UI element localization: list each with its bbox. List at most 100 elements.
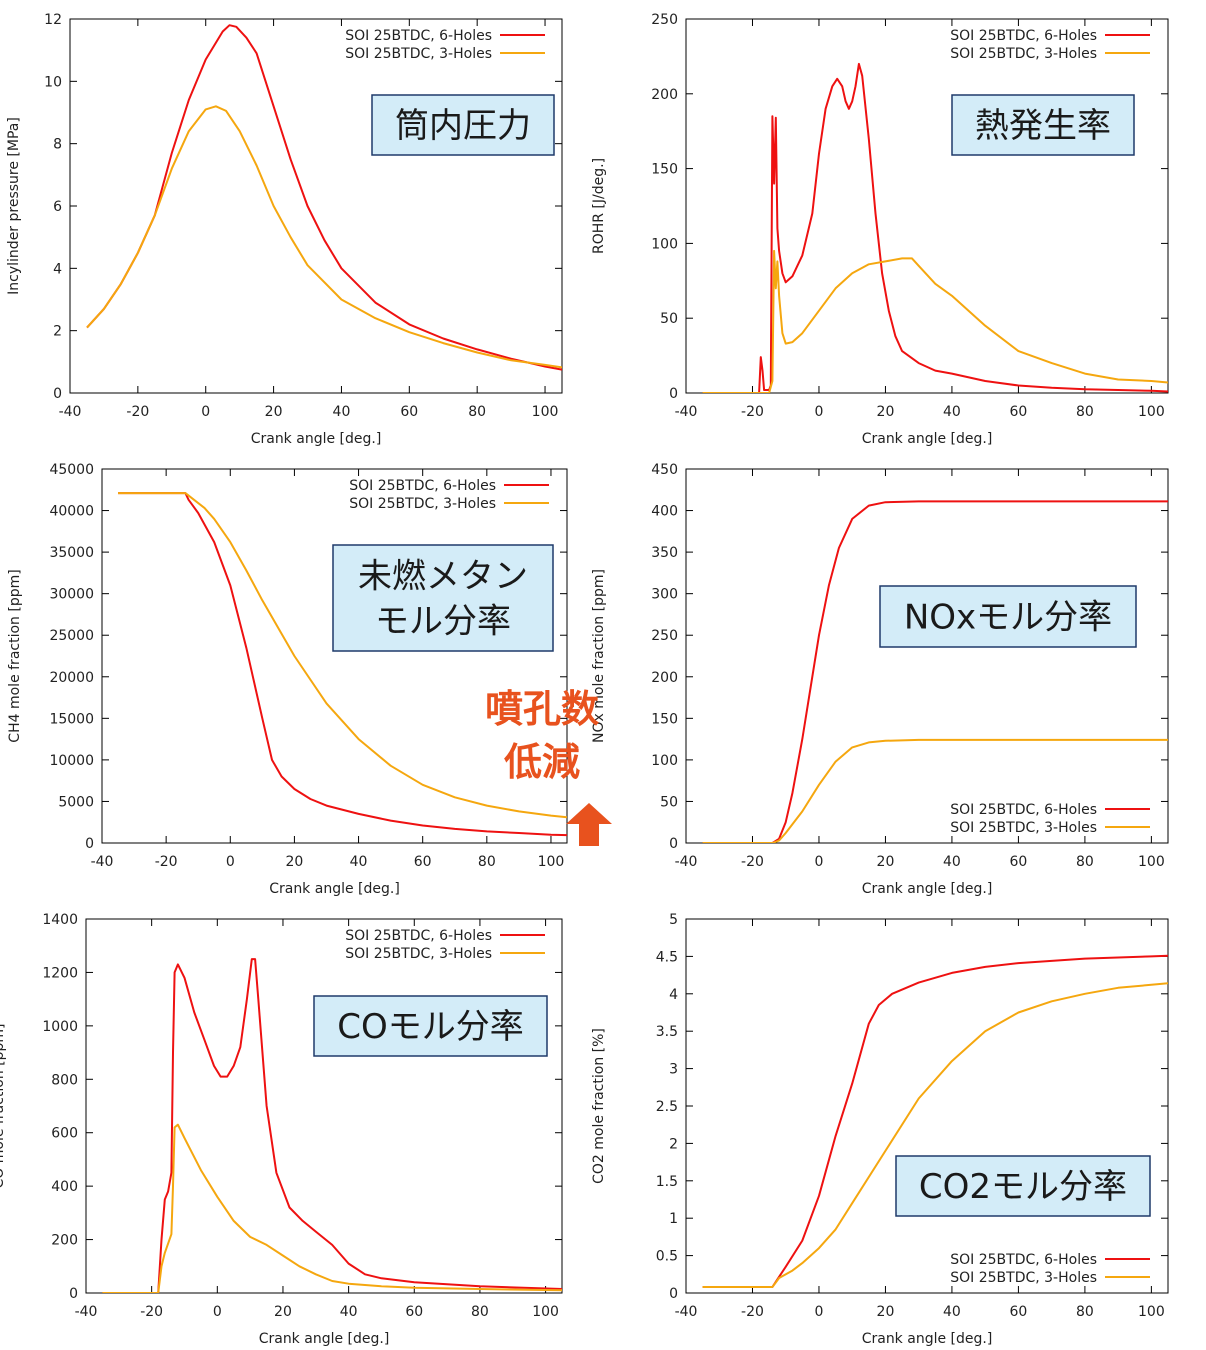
y-tick-label: 20000 [49, 670, 94, 686]
y-tick-label: 6 [53, 199, 62, 215]
x-tick-label: 60 [1009, 404, 1027, 420]
callout-box [951, 94, 1135, 156]
y-tick-label: 1400 [42, 912, 78, 928]
x-tick-label: -20 [126, 404, 149, 420]
x-tick-label: 40 [340, 1304, 358, 1320]
x-tick-label: 20 [877, 854, 895, 870]
y-tick-label: 4 [669, 987, 678, 1003]
series-line-6-holes [102, 958, 562, 1293]
x-tick-label: -40 [75, 1304, 98, 1320]
y-tick-label: 15000 [49, 711, 94, 727]
y-tick-label: 2.5 [656, 1099, 678, 1115]
x-tick-label: 60 [1009, 1304, 1027, 1320]
x-tick-label: 100 [1138, 1304, 1165, 1320]
x-tick-label: -20 [741, 1304, 764, 1320]
y-tick-label: 2 [669, 1136, 678, 1152]
x-tick-label: 20 [265, 404, 283, 420]
callout-text: 熱発生率 [975, 106, 1111, 146]
x-tick-label: 80 [468, 404, 486, 420]
y-tick-label: 1200 [42, 965, 78, 981]
y-tick-label: 350 [651, 545, 678, 561]
y-tick-label: 3.5 [656, 1024, 678, 1040]
x-tick-label: 100 [1138, 854, 1165, 870]
legend-label: SOI 25BTDC, 3-Holes [345, 46, 492, 62]
y-axis-label: CH4 mole fraction [ppm] [7, 569, 23, 742]
y-tick-label: 400 [51, 1179, 78, 1195]
y-tick-label: 1.5 [656, 1174, 678, 1190]
x-axis-label: Crank angle [deg.] [259, 1331, 390, 1347]
y-tick-label: 0 [669, 836, 678, 852]
x-tick-label: 60 [405, 1304, 423, 1320]
callout-box [895, 1155, 1151, 1217]
x-tick-label: 80 [478, 854, 496, 870]
y-tick-label: 150 [651, 162, 678, 178]
y-tick-label: 600 [51, 1126, 78, 1142]
y-tick-label: 300 [651, 587, 678, 603]
x-tick-label: 40 [943, 404, 961, 420]
x-tick-label: -40 [675, 404, 698, 420]
y-tick-label: 200 [651, 670, 678, 686]
x-tick-label: 20 [274, 1304, 292, 1320]
y-tick-label: 800 [51, 1072, 78, 1088]
callout-text: モル分率 [375, 602, 511, 642]
x-tick-label: 60 [414, 854, 432, 870]
y-tick-label: 400 [651, 504, 678, 520]
y-axis-label: CO mole fraction [ppm] [0, 1024, 7, 1189]
callout-text: 筒内圧力 [395, 106, 531, 146]
y-tick-label: 0.5 [656, 1249, 678, 1265]
reduced-holes-note: 噴孔数 低減 [485, 687, 612, 846]
y-tick-label: 45000 [49, 462, 94, 478]
x-tick-label: 80 [1076, 404, 1094, 420]
plot-frame [69, 18, 563, 394]
x-tick-label: -40 [675, 854, 698, 870]
callout-text: CO2モル分率 [919, 1167, 1127, 1207]
x-axis-label: Crank angle [deg.] [269, 881, 400, 897]
plot-frame [685, 18, 1169, 394]
x-tick-label: 40 [350, 854, 368, 870]
x-tick-label: -40 [675, 1304, 698, 1320]
y-tick-label: 150 [651, 711, 678, 727]
series-line-6-holes [118, 492, 567, 837]
y-axis-label: Incylinder pressure [MPa] [6, 117, 22, 295]
x-tick-label: 60 [1009, 854, 1027, 870]
plot-frame [685, 918, 1169, 1294]
y-tick-label: 4.5 [656, 949, 678, 965]
x-tick-label: 0 [213, 1304, 222, 1320]
x-tick-label: 0 [815, 404, 824, 420]
y-tick-label: 200 [51, 1233, 78, 1249]
x-tick-label: 20 [877, 404, 895, 420]
arrow-up-icon [566, 803, 612, 846]
legend-label: SOI 25BTDC, 6-Holes [950, 1252, 1097, 1268]
y-tick-label: 8 [53, 137, 62, 153]
x-axis-label: Crank angle [deg.] [251, 431, 382, 447]
y-tick-label: 2 [53, 324, 62, 340]
x-tick-label: 100 [532, 404, 559, 420]
y-tick-label: 1000 [42, 1019, 78, 1035]
series-line-6-holes [702, 500, 1168, 843]
note-line-1: 噴孔数 [485, 687, 599, 731]
callout-text: 未燃メタン [358, 557, 528, 597]
series-line-3-holes [702, 738, 1168, 843]
series-line-3-holes [118, 492, 567, 819]
legend-label: SOI 25BTDC, 3-Holes [950, 1270, 1097, 1286]
y-tick-label: 5000 [58, 794, 94, 810]
x-tick-label: 20 [285, 854, 303, 870]
plot-frame [85, 918, 563, 1294]
series-line-3-holes [702, 249, 1168, 393]
note-line-2: 低減 [504, 740, 580, 784]
x-tick-label: 80 [471, 1304, 489, 1320]
y-axis-label: NOx mole fraction [ppm] [591, 569, 607, 743]
series-line-6-holes [86, 24, 562, 371]
legend-label: SOI 25BTDC, 3-Holes [950, 820, 1097, 836]
legend-label: SOI 25BTDC, 6-Holes [950, 802, 1097, 818]
y-axis-label: CO2 mole fraction [%] [591, 1028, 607, 1184]
legend-label: SOI 25BTDC, 6-Holes [345, 28, 492, 44]
y-tick-label: 10000 [49, 753, 94, 769]
x-axis-label: Crank angle [deg.] [862, 881, 993, 897]
chart-pressure: -40 -20 0 20 40 60 80 100 0 2 4 6 8 10 12 Crank angle [… [6, 12, 563, 447]
x-tick-label: 100 [532, 1304, 559, 1320]
x-tick-label: 40 [943, 1304, 961, 1320]
x-tick-label: 20 [877, 1304, 895, 1320]
plot-frame [685, 468, 1169, 844]
